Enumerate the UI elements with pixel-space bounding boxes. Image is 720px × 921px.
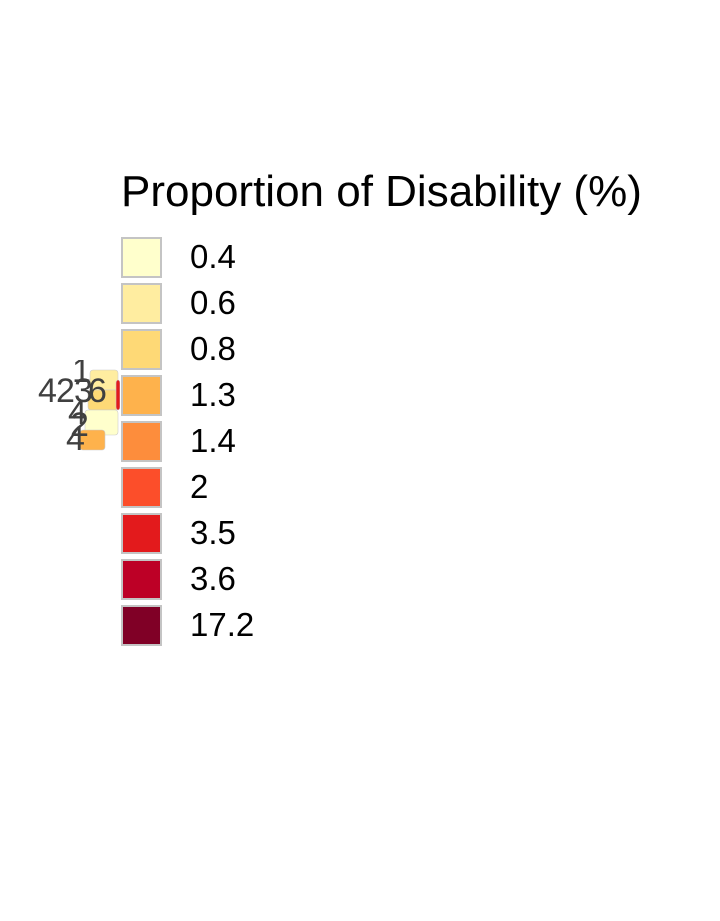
legend-swatch — [121, 328, 162, 370]
legend-items: 0.4 0.6 0.8 1.3 1.4 2 3.5 3.6 — [121, 234, 642, 648]
legend-label: 0.8 — [190, 330, 236, 367]
legend-item: 0.6 — [121, 280, 642, 326]
legend-item: 3.6 — [121, 556, 642, 602]
legend-item: 2 — [121, 464, 642, 510]
legend-swatch — [121, 374, 162, 416]
legend-swatch — [121, 420, 162, 462]
legend-item: 1.4 — [121, 418, 642, 464]
legend-label: 1.3 — [190, 376, 236, 413]
legend-item: 1.3 — [121, 372, 642, 418]
legend-label: 0.6 — [190, 284, 236, 321]
map-label: 4 — [38, 372, 57, 410]
legend-label: 17.2 — [190, 606, 255, 643]
legend-item: 3.5 — [121, 510, 642, 556]
legend-item: 0.8 — [121, 326, 642, 372]
map-region — [115, 379, 120, 411]
legend-swatch — [121, 466, 162, 508]
legend-label: 3.5 — [190, 514, 236, 551]
legend-item: 17.2 — [121, 602, 642, 648]
legend-swatch — [121, 236, 162, 278]
map-label: 2 — [56, 372, 75, 410]
legend-label: 0.4 — [190, 238, 236, 275]
legend-swatch — [121, 558, 162, 600]
legend-label: 1.4 — [190, 422, 236, 459]
legend-swatch — [121, 512, 162, 554]
map-label: 1 — [72, 360, 91, 390]
map-label: 4 — [68, 394, 87, 432]
map-regions — [79, 369, 120, 451]
legend-item: 0.4 — [121, 234, 642, 280]
map-label: 3 — [74, 372, 93, 410]
map-region — [79, 429, 106, 451]
map-label: 6 — [88, 372, 107, 410]
legend-swatch — [121, 604, 162, 646]
legend-label: 2 — [190, 468, 209, 505]
legend-swatch — [121, 282, 162, 324]
legend-label: 3.6 — [190, 560, 236, 597]
map-label: 2 — [70, 406, 89, 444]
legend-title: Proportion of Disability (%) — [121, 167, 642, 216]
map-label: 4 — [66, 420, 85, 455]
legend: Proportion of Disability (%) 0.4 0.6 0.8… — [121, 166, 642, 648]
